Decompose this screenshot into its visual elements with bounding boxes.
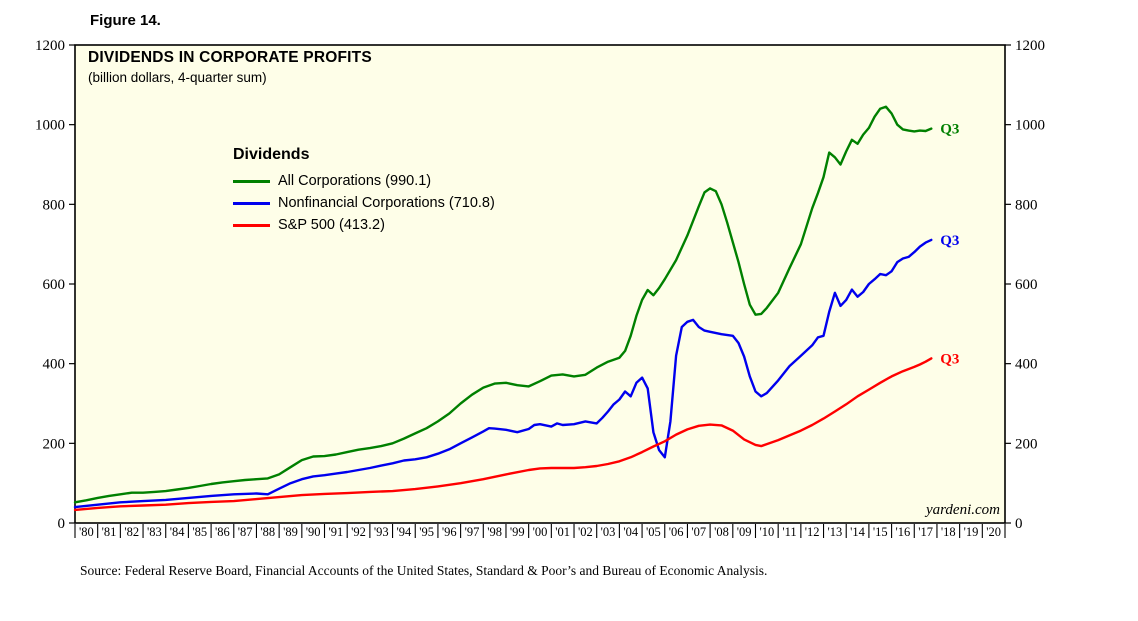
legend-label: Nonfinancial Corporations (710.8) xyxy=(278,195,495,211)
svg-text:'08: '08 xyxy=(714,525,729,539)
svg-text:'01: '01 xyxy=(555,525,570,539)
svg-text:'05: '05 xyxy=(646,525,661,539)
figure-number-label: Figure 14. xyxy=(90,12,161,29)
legend-item-sp500: S&P 500 (413.2) xyxy=(233,214,495,236)
svg-text:200: 200 xyxy=(1015,436,1038,452)
svg-text:'89: '89 xyxy=(283,525,298,539)
svg-text:'93: '93 xyxy=(374,525,389,539)
svg-text:800: 800 xyxy=(43,197,66,213)
svg-text:200: 200 xyxy=(43,436,66,452)
svg-text:'99: '99 xyxy=(510,525,525,539)
svg-text:'95: '95 xyxy=(419,525,434,539)
svg-text:'00: '00 xyxy=(533,525,548,539)
svg-text:'15: '15 xyxy=(873,525,888,539)
svg-text:'84: '84 xyxy=(170,525,186,539)
svg-text:'02: '02 xyxy=(578,525,593,539)
svg-text:'83: '83 xyxy=(147,525,162,539)
svg-text:'87: '87 xyxy=(238,525,253,539)
chart-area: 0 0 200 200 400 400 600 600 800 800 1000 1000 1200 12… xyxy=(35,38,1045,539)
legend-label: S&P 500 (413.2) xyxy=(278,217,385,233)
svg-text:0: 0 xyxy=(58,516,66,532)
svg-text:'80: '80 xyxy=(79,525,94,539)
svg-text:Q3: Q3 xyxy=(940,233,959,249)
svg-text:'11: '11 xyxy=(782,525,796,539)
svg-text:1000: 1000 xyxy=(35,118,65,134)
svg-text:'97: '97 xyxy=(465,525,480,539)
svg-text:'88: '88 xyxy=(260,525,275,539)
sp500-line-swatch xyxy=(233,223,270,227)
svg-text:'19: '19 xyxy=(964,525,979,539)
svg-text:'18: '18 xyxy=(941,525,956,539)
chart-title: DIVIDENDS IN CORPORATE PROFITS xyxy=(88,49,372,66)
all-corporations-line-swatch xyxy=(233,179,270,183)
nonfinancial-corporations-line-swatch xyxy=(233,201,270,205)
svg-text:600: 600 xyxy=(43,277,66,293)
chart-canvas: 0 0 200 200 400 400 600 600 800 800 1000 1000 1200 12… xyxy=(35,38,1045,539)
svg-text:0: 0 xyxy=(1015,516,1023,532)
svg-text:'10: '10 xyxy=(759,525,774,539)
svg-text:'20: '20 xyxy=(986,525,1001,539)
chart-title-block: DIVIDENDS IN CORPORATE PROFITS (billion … xyxy=(88,49,372,85)
svg-text:Q3: Q3 xyxy=(940,122,959,138)
source-note: Source: Federal Reserve Board, Financial… xyxy=(80,563,768,578)
svg-text:'92: '92 xyxy=(351,525,366,539)
svg-text:'09: '09 xyxy=(737,525,752,539)
svg-text:'07: '07 xyxy=(691,525,706,539)
legend-item-all-corporations: All Corporations (990.1) xyxy=(233,170,495,192)
chart-subtitle: (billion dollars, 4-quarter sum) xyxy=(88,70,267,85)
svg-text:'85: '85 xyxy=(192,525,207,539)
svg-text:'96: '96 xyxy=(442,525,457,539)
svg-text:'90: '90 xyxy=(306,525,321,539)
svg-text:'86: '86 xyxy=(215,525,230,539)
svg-text:'12: '12 xyxy=(805,525,820,539)
svg-text:'06: '06 xyxy=(669,525,684,539)
svg-text:1200: 1200 xyxy=(35,38,65,54)
svg-text:'03: '03 xyxy=(601,525,616,539)
legend: Dividends All Corporations (990.1) Nonfi… xyxy=(233,146,495,236)
svg-text:800: 800 xyxy=(1015,197,1038,213)
svg-text:'04: '04 xyxy=(623,525,639,539)
watermark: yardeni.com xyxy=(925,502,1000,518)
svg-text:400: 400 xyxy=(43,357,66,373)
svg-text:'98: '98 xyxy=(487,525,502,539)
svg-text:600: 600 xyxy=(1015,277,1038,293)
legend-label: All Corporations (990.1) xyxy=(278,173,432,189)
legend-item-nonfinancial-corporations: Nonfinancial Corporations (710.8) xyxy=(233,192,495,214)
svg-text:'82: '82 xyxy=(124,525,139,539)
svg-text:'94: '94 xyxy=(397,525,413,539)
svg-text:'16: '16 xyxy=(896,525,911,539)
svg-text:'17: '17 xyxy=(918,525,933,539)
svg-text:'14: '14 xyxy=(850,525,866,539)
svg-text:'13: '13 xyxy=(827,525,842,539)
svg-text:'81: '81 xyxy=(102,525,117,539)
svg-text:'91: '91 xyxy=(328,525,343,539)
svg-text:Q3: Q3 xyxy=(940,351,959,367)
svg-text:1200: 1200 xyxy=(1015,38,1045,54)
svg-text:400: 400 xyxy=(1015,357,1038,373)
svg-text:1000: 1000 xyxy=(1015,118,1045,134)
legend-title: Dividends xyxy=(233,146,310,163)
